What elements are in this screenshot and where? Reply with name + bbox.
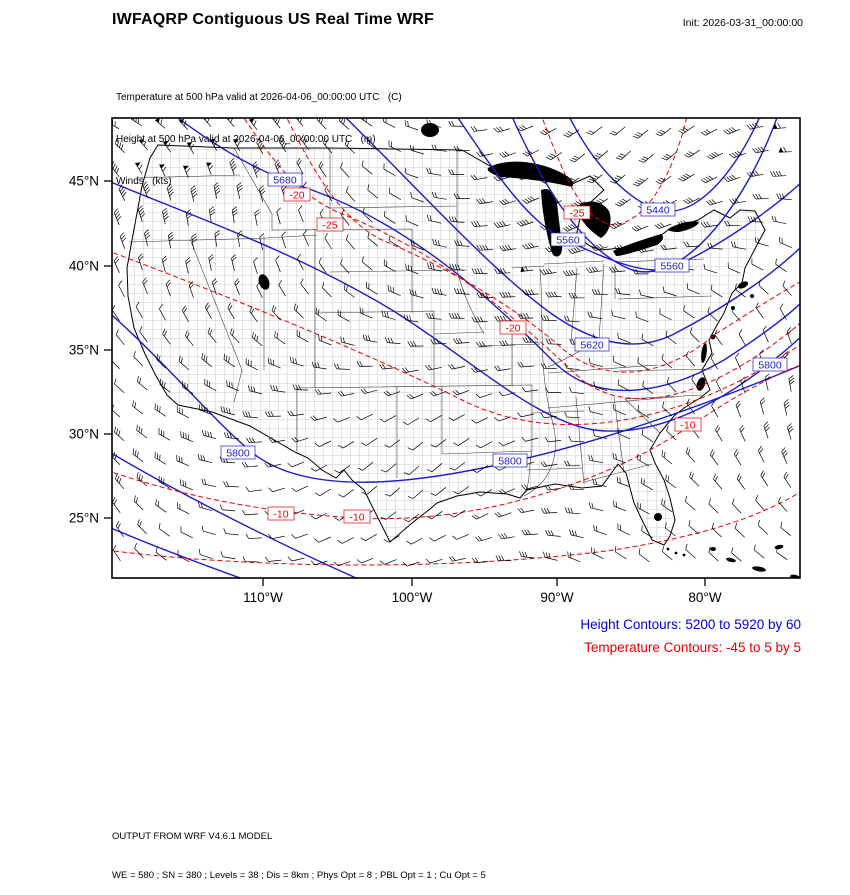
x-axis-tick-label: 100°W (392, 590, 433, 605)
height-contour-label: 5560 (550, 232, 586, 247)
x-axis-tick-label: 90°W (540, 590, 573, 605)
svg-text:-25: -25 (322, 220, 337, 232)
legend-height-contours: Height Contours: 5200 to 5920 by 60 (580, 617, 801, 632)
legend-temperature-contours: Temperature Contours: -45 to 5 by 5 (584, 640, 801, 655)
y-axis-tick-label: 25°N (69, 511, 99, 526)
lake-ontario (668, 221, 699, 232)
temperature-contour-label: -10 (343, 509, 371, 524)
x-axis-tick-label: 110°W (243, 590, 283, 605)
axis-labels: 45°N 40°N 35°N 30°N 25°N 110°W 100°W 90°… (69, 174, 722, 606)
height-contour-label: 5440 (640, 202, 676, 217)
contour-legend: Height Contours: 5200 to 5920 by 60 Temp… (580, 613, 801, 659)
svg-text:5440: 5440 (646, 205, 670, 217)
svg-text:5800: 5800 (226, 448, 250, 460)
svg-text:5800: 5800 (498, 456, 522, 468)
x-axis-tick-label: 80°W (688, 590, 721, 605)
delaware-bay (710, 334, 716, 340)
lake-erie (613, 234, 664, 256)
y-axis-tick-label: 45°N (69, 174, 99, 189)
y-axis-tick-label: 30°N (69, 427, 99, 442)
island (752, 566, 766, 572)
height-contour-label: 5800 (220, 445, 256, 460)
height-contour-label: 5680 (267, 172, 303, 187)
lake-superior (487, 161, 574, 187)
florida-key (666, 547, 670, 551)
temperature-contour-labels: -20 -25 -25 -20 -10 -10 -10 (267, 187, 702, 524)
forecast-map: 5680 5440 5560 5560 5620 5800 5800 5800 … (69, 117, 801, 605)
height-contour-label: 5620 (574, 337, 610, 352)
svg-text:5800: 5800 (758, 360, 782, 372)
svg-text:5560: 5560 (660, 261, 684, 273)
model-config-line: WE = 580 ; SN = 380 ; Levels = 38 ; Dis … (112, 870, 486, 881)
island (710, 547, 716, 551)
y-axis-tick-label: 40°N (69, 259, 99, 274)
svg-text:5560: 5560 (556, 235, 580, 247)
chesapeake-bay (701, 343, 707, 363)
height-contour-label: 5800 (752, 357, 788, 372)
lake-of-the-woods (421, 123, 439, 137)
island (790, 574, 800, 578)
height-contour-label: 5800 (492, 453, 528, 468)
coastal-island (750, 294, 754, 298)
lake-okeechobee (654, 513, 662, 521)
temperature-contour-label: -20 (499, 320, 527, 335)
temperature-contour-label: -25 (563, 205, 591, 220)
svg-text:-20: -20 (505, 323, 520, 335)
temperature-contour-label: -10 (674, 417, 702, 432)
map-frame (111, 117, 801, 579)
forecast-map-svg: 5680 5440 5560 5560 5620 5800 5800 5800 … (69, 117, 801, 605)
model-output-line: OUTPUT FROM WRF V4.6.1 MODEL (112, 831, 273, 842)
svg-text:5680: 5680 (273, 175, 297, 187)
y-axis-tick-label: 35°N (69, 343, 99, 358)
page-title: IWFAQRP Contiguous US Real Time WRF (112, 11, 434, 28)
init-timestamp: Init: 2026-03-31_00:00:00 (682, 17, 803, 29)
axis-ticks (104, 180, 706, 586)
great-salt-lake (258, 274, 270, 290)
svg-text:-10: -10 (273, 509, 288, 521)
temperature-contour-label: -20 (283, 187, 311, 202)
field-info-temperature: Temperature at 500 hPa valid at 2026-04-… (116, 92, 402, 103)
height-contour-label: 5560 (654, 258, 690, 273)
svg-text:5620: 5620 (580, 340, 604, 352)
height-contour-labels: 5680 5440 5560 5560 5620 5800 5800 5800 (220, 172, 788, 468)
island (774, 544, 784, 550)
florida-key (674, 551, 678, 555)
island (726, 557, 736, 563)
svg-text:-20: -20 (289, 190, 304, 202)
pamlico-sound (696, 377, 706, 391)
cape-cod-island (737, 281, 749, 289)
temperature-contour-label: -10 (267, 506, 295, 521)
svg-text:-10: -10 (349, 512, 364, 524)
florida-key (682, 553, 686, 557)
svg-text:-10: -10 (680, 420, 695, 432)
svg-text:-25: -25 (569, 208, 584, 220)
temperature-contour-label: -25 (316, 217, 344, 232)
